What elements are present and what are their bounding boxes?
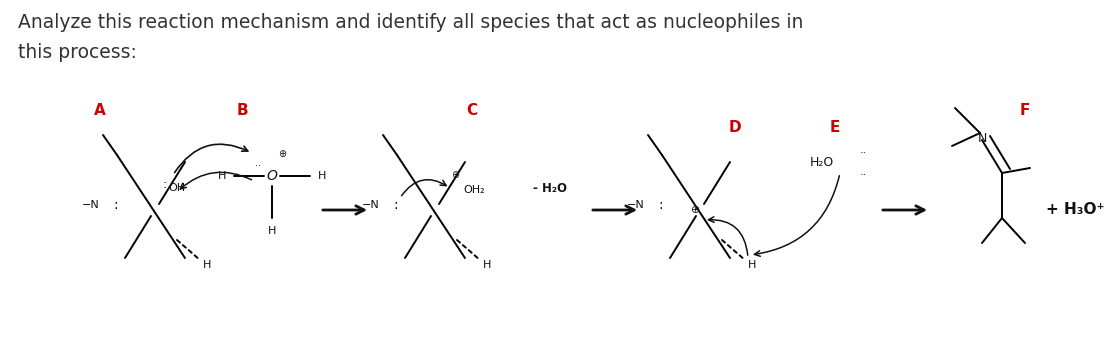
Text: H: H [748,260,756,270]
Text: F: F [1020,102,1030,118]
Text: C: C [466,102,477,118]
Text: Analyze this reaction mechanism and identify all species that act as nucleophile: Analyze this reaction mechanism and iden… [18,13,803,32]
Text: H: H [483,260,492,270]
Text: ⊕: ⊕ [691,205,701,215]
Text: H: H [203,260,212,270]
Text: B: B [236,102,248,118]
Text: −N: −N [627,200,645,210]
Text: E: E [830,121,840,136]
Text: + H₃O⁺: + H₃O⁺ [1046,202,1104,217]
Text: :: : [393,198,398,212]
Text: H: H [217,171,226,181]
Text: ··: ·· [255,161,261,171]
Text: this process:: this process: [18,43,137,62]
Text: H₂O: H₂O [810,156,834,169]
Text: ··: ·· [860,148,867,158]
Text: O: O [267,169,278,183]
Text: −N: −N [362,200,380,210]
Text: :: : [659,198,663,212]
Text: ⊕: ⊕ [451,170,459,180]
Text: OH₂: OH₂ [463,185,485,195]
Text: D: D [729,121,741,136]
Text: H: H [268,226,277,236]
Text: :: : [162,178,167,192]
Text: :: : [113,198,118,212]
Text: - H₂O: - H₂O [533,182,567,194]
Text: ··: ·· [860,170,867,180]
Text: N: N [978,131,987,145]
Text: H: H [318,171,326,181]
Text: −N: −N [82,200,100,210]
Text: ⊕: ⊕ [278,149,286,159]
Text: OH: OH [168,183,186,193]
Text: A: A [94,102,106,118]
